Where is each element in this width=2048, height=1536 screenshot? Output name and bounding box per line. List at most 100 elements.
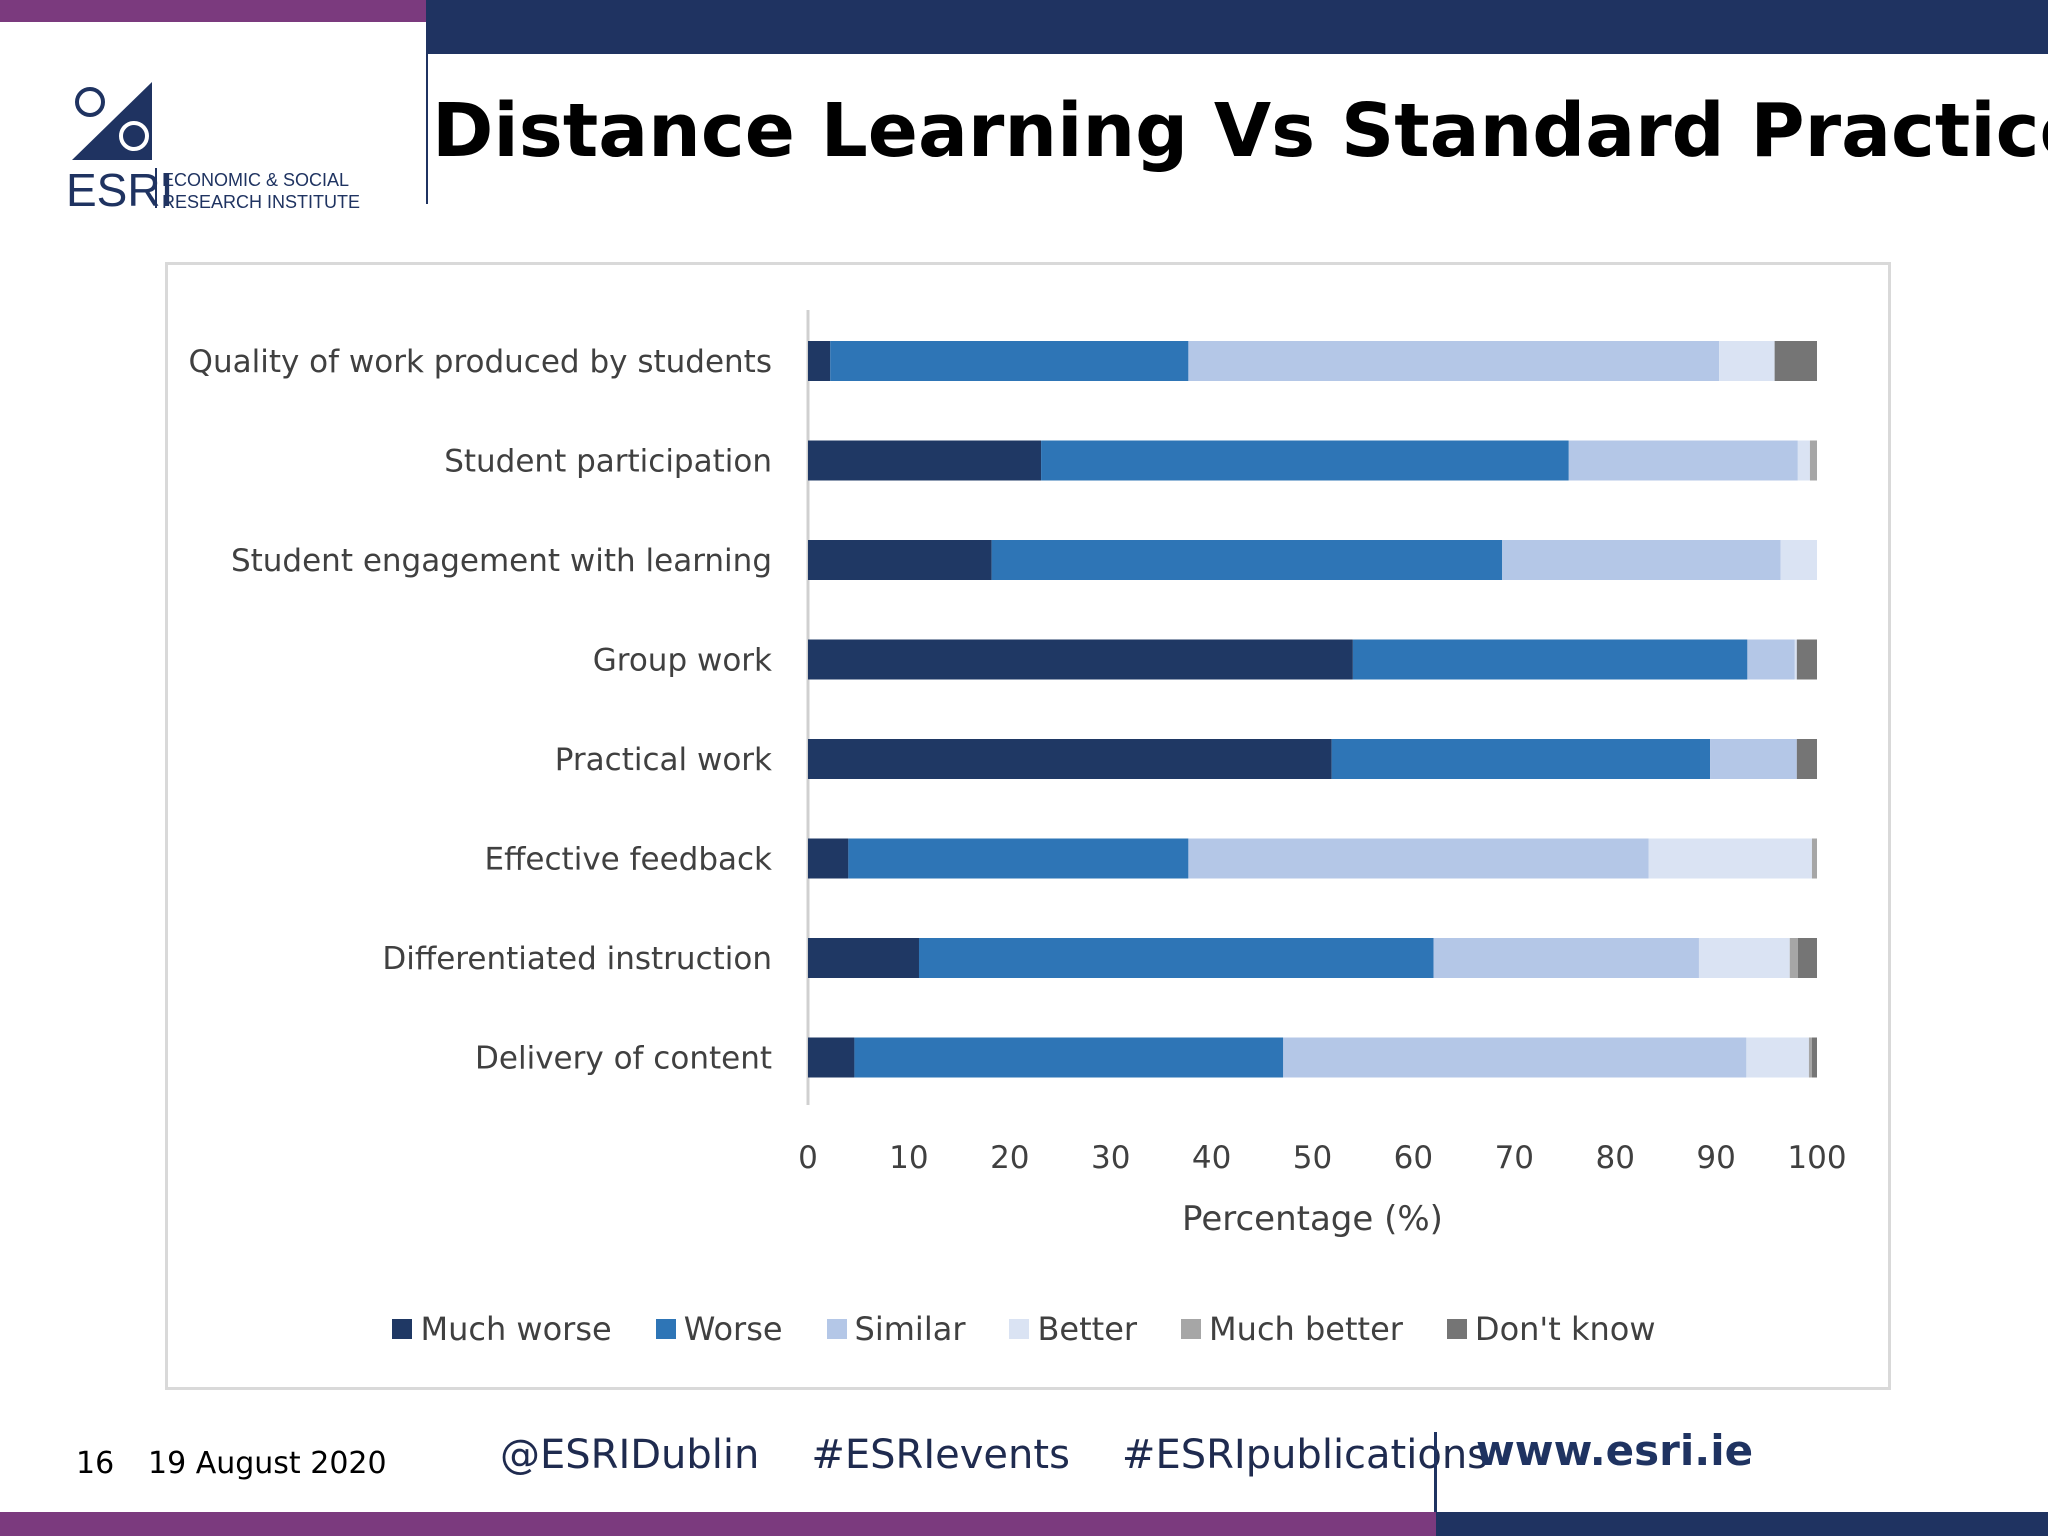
bar-differentiated-instruction-similar — [1433, 938, 1699, 978]
bar-effective-feedback-much-better — [1811, 838, 1817, 879]
bar-student-engagement-with-learning-similar — [1502, 540, 1781, 580]
category-label-practical-work: Practical work — [555, 742, 772, 778]
page-number: 16 — [76, 1446, 115, 1481]
bar-delivery-of-content-much-worse — [808, 1037, 855, 1078]
bar-quality-of-work-produced-by-students-better — [1719, 341, 1775, 381]
legend-swatch-similar — [826, 1319, 847, 1339]
bar-quality-of-work-produced-by-students-don-t-know — [1774, 341, 1817, 381]
bar-student-participation-much-better — [1809, 440, 1817, 481]
footer-date: 19 August 2020 — [148, 1446, 387, 1481]
footer-divider — [1434, 1432, 1437, 1526]
legend-label-much-worse: Much worse — [420, 1310, 612, 1348]
top-accent-bar-navy — [426, 0, 2048, 54]
category-label-differentiated-instruction: Differentiated instruction — [382, 941, 772, 977]
x-tick-label-60: 60 — [1394, 1140, 1433, 1176]
title-divider — [426, 54, 428, 204]
x-tick-label-100: 100 — [1787, 1140, 1846, 1176]
x-tick-label-70: 70 — [1495, 1140, 1534, 1176]
bar-effective-feedback-similar — [1188, 838, 1649, 879]
bar-student-engagement-with-learning-worse — [991, 540, 1503, 580]
legend-swatch-much-better — [1181, 1319, 1202, 1339]
legend-label-worse: Worse — [683, 1310, 783, 1348]
legend-label-similar: Similar — [854, 1310, 966, 1348]
bottom-accent-bar-navy — [1436, 1512, 2048, 1536]
bar-student-participation-better — [1797, 440, 1810, 481]
bar-effective-feedback-much-worse — [808, 838, 849, 879]
legend-item-better: Better — [1009, 1310, 1137, 1348]
x-tick-label-80: 80 — [1595, 1140, 1634, 1176]
bar-differentiated-instruction-much-better — [1789, 938, 1798, 978]
bar-practical-work-don-t-know — [1796, 739, 1817, 779]
bar-differentiated-instruction-don-t-know — [1797, 938, 1817, 978]
esri-logo: ESRI ECONOMIC & SOCIAL RESEARCH INSTITUT… — [66, 82, 360, 216]
category-label-student-participation: Student participation — [444, 444, 772, 480]
bar-group-work-similar — [1747, 639, 1795, 680]
bar-student-participation-much-worse — [808, 440, 1042, 481]
legend-item-much-worse: Much worse — [392, 1310, 612, 1348]
footer-links: @ESRIDublin #ESRIevents #ESRIpublication… — [500, 1432, 1488, 1478]
category-label-group-work: Group work — [593, 643, 772, 679]
legend-item-worse: Worse — [655, 1310, 783, 1348]
bar-student-engagement-with-learning-better — [1780, 540, 1817, 580]
bar-effective-feedback-worse — [848, 838, 1189, 879]
logo-circle-inner-icon — [119, 121, 149, 151]
legend-label-don-t-know: Don't know — [1474, 1310, 1656, 1348]
footer-link-twitter[interactable]: @ESRIDublin — [500, 1432, 760, 1478]
legend-label-better: Better — [1037, 1310, 1138, 1348]
bar-group-work-much-worse — [808, 639, 1353, 680]
bottom-accent-bar-purple — [0, 1512, 1436, 1536]
bar-effective-feedback-better — [1648, 838, 1812, 879]
logo-line1: ECONOMIC & SOCIAL — [162, 170, 349, 190]
chart-legend: Much worse Worse Similar Better Much better D… — [0, 1305, 2048, 1353]
logo-triangle-icon — [72, 82, 152, 160]
bar-student-participation-similar — [1568, 440, 1798, 481]
legend-swatch-worse — [655, 1319, 676, 1339]
bar-group-work-better — [1794, 639, 1797, 680]
x-tick-label-30: 30 — [1091, 1140, 1130, 1176]
bar-group-work-worse — [1352, 639, 1748, 680]
legend-item-similar: Similar — [826, 1310, 966, 1348]
footer-link-events[interactable]: #ESRIevents — [811, 1432, 1070, 1478]
bar-group-work-don-t-know — [1796, 639, 1817, 680]
x-tick-label-0: 0 — [798, 1140, 818, 1176]
legend-swatch-don-t-know — [1446, 1319, 1467, 1339]
bar-student-participation-worse — [1041, 440, 1569, 481]
footer-website-link[interactable]: www.esri.ie — [1476, 1426, 1754, 1475]
logo-circle-icon — [75, 87, 105, 117]
bar-quality-of-work-produced-by-students-similar — [1188, 341, 1720, 381]
bar-delivery-of-content-don-t-know — [1811, 1037, 1817, 1078]
legend-item-don-t-know: Don't know — [1446, 1310, 1656, 1348]
bar-differentiated-instruction-worse — [918, 938, 1434, 978]
legend-item-much-better: Much better — [1181, 1310, 1403, 1348]
bar-student-engagement-with-learning-much-worse — [808, 540, 992, 580]
bar-differentiated-instruction-much-worse — [808, 938, 919, 978]
bar-practical-work-similar — [1710, 739, 1797, 779]
x-tick-label-90: 90 — [1696, 1140, 1735, 1176]
legend-swatch-better — [1009, 1319, 1030, 1339]
bar-delivery-of-content-similar — [1283, 1037, 1747, 1078]
x-tick-label-50: 50 — [1293, 1140, 1332, 1176]
legend-swatch-much-worse — [392, 1319, 413, 1339]
page-title: Distance Learning Vs Standard Practice — [432, 88, 2048, 174]
bar-differentiated-instruction-better — [1698, 938, 1790, 978]
bar-delivery-of-content-much-better — [1808, 1037, 1812, 1078]
x-tick-label-40: 40 — [1192, 1140, 1231, 1176]
bar-practical-work-much-worse — [808, 739, 1332, 779]
legend-label-much-better: Much better — [1209, 1310, 1403, 1348]
category-label-quality-of-work-produced-by-students: Quality of work produced by students — [189, 344, 772, 380]
x-tick-label-10: 10 — [889, 1140, 928, 1176]
category-label-effective-feedback: Effective feedback — [484, 842, 772, 878]
bar-quality-of-work-produced-by-students-much-worse — [808, 341, 831, 381]
bar-delivery-of-content-better — [1746, 1037, 1809, 1078]
footer-link-publications[interactable]: #ESRIpublications — [1121, 1432, 1489, 1478]
bar-quality-of-work-produced-by-students-worse — [830, 341, 1189, 381]
x-tick-label-20: 20 — [990, 1140, 1029, 1176]
category-label-delivery-of-content: Delivery of content — [475, 1041, 772, 1077]
bar-delivery-of-content-worse — [854, 1037, 1284, 1078]
x-axis-title: Percentage (%) — [1182, 1199, 1443, 1239]
stacked-bar-chart: Quality of work produced by students Stud… — [189, 310, 1847, 1239]
bar-practical-work-worse — [1331, 739, 1711, 779]
top-accent-bar-purple — [0, 0, 426, 22]
category-label-student-engagement-with-learning: Student engagement with learning — [231, 543, 772, 579]
logo-line2: RESEARCH INSTITUTE — [162, 192, 360, 212]
